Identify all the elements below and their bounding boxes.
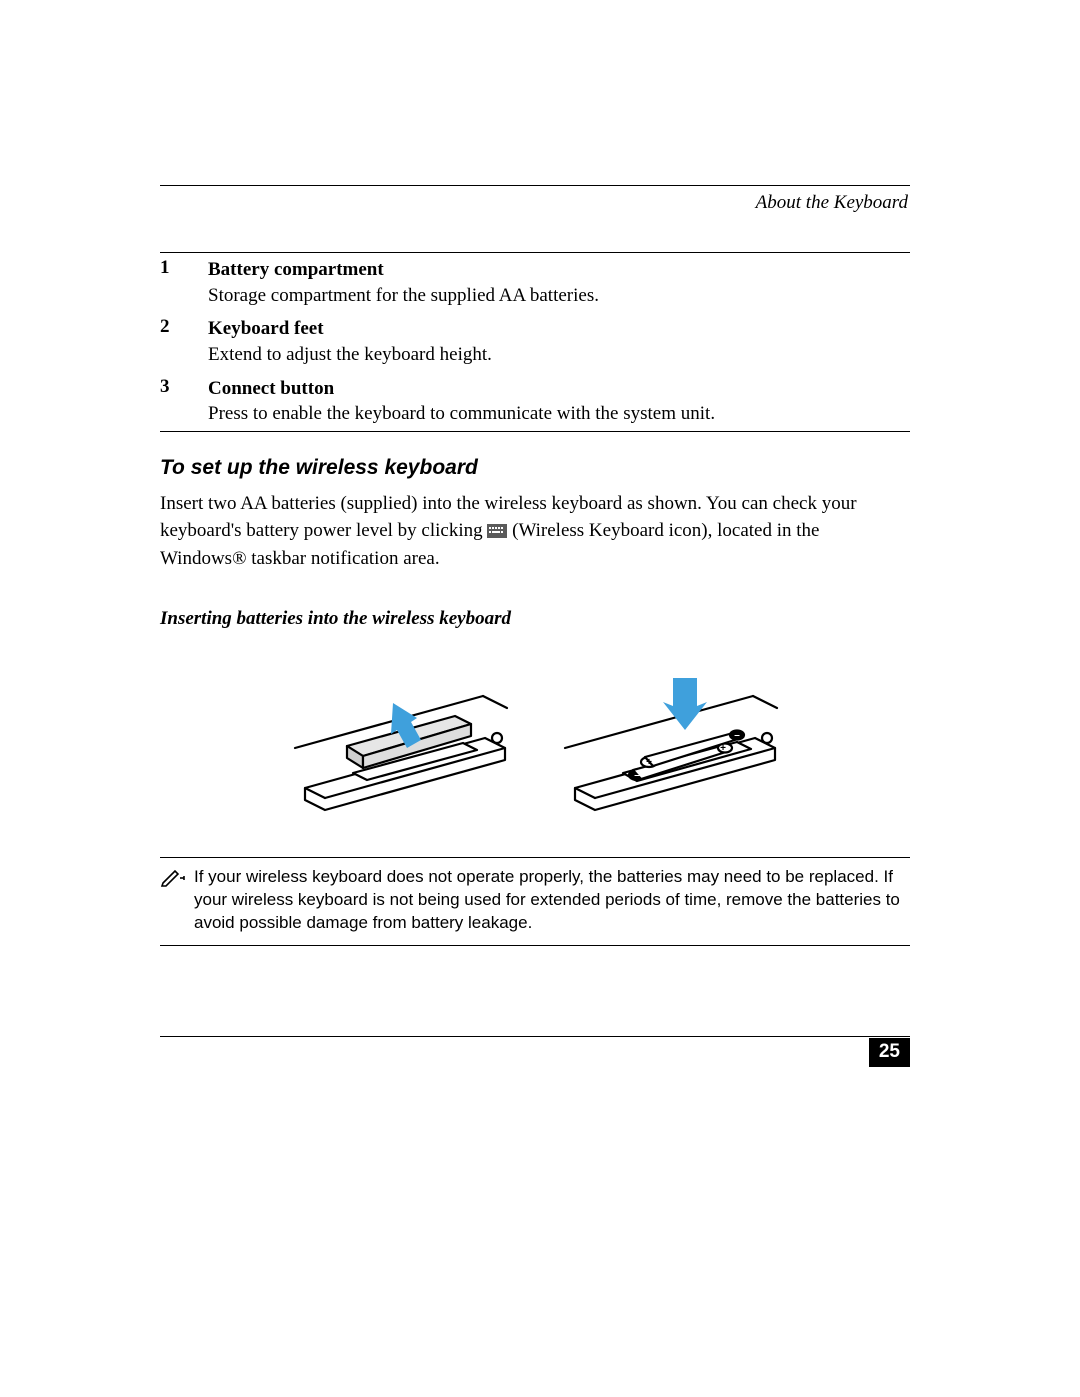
def-number: 2 [160, 312, 208, 371]
page-root: About the Keyboard 1 Battery compartment… [0, 0, 1080, 1397]
page-footer: 25 [160, 1036, 910, 1067]
def-body: Keyboard feet Extend to adjust the keybo… [208, 312, 910, 371]
def-term: Keyboard feet [208, 316, 910, 342]
top-rule [160, 185, 910, 186]
body-paragraph: Insert two AA batteries (supplied) into … [160, 490, 910, 573]
note-text: If your wireless keyboard does not opera… [194, 866, 910, 935]
def-desc: Press to enable the keyboard to communic… [208, 401, 910, 427]
note-box: If your wireless keyboard does not opera… [160, 857, 910, 946]
svg-text:–: – [634, 770, 640, 781]
table-row: 3 Connect button Press to enable the key… [160, 372, 910, 432]
def-body: Battery compartment Storage compartment … [208, 253, 910, 313]
svg-text:+: + [646, 757, 652, 768]
note-pencil-icon [160, 866, 194, 893]
battery-insert-diagram: + – + – [275, 648, 795, 818]
svg-text:–: – [734, 730, 740, 741]
def-body: Connect button Press to enable the keybo… [208, 372, 910, 432]
page-number: 25 [869, 1038, 910, 1067]
footer-rule [160, 1036, 910, 1037]
def-term: Connect button [208, 376, 910, 402]
note-inner: If your wireless keyboard does not opera… [160, 866, 910, 935]
section-heading: To set up the wireless keyboard [160, 456, 910, 480]
def-desc: Storage compartment for the supplied AA … [208, 283, 910, 309]
figure-diagram: + – + – [160, 644, 910, 851]
def-term: Battery compartment [208, 257, 910, 283]
def-number: 1 [160, 253, 208, 313]
table-row: 1 Battery compartment Storage compartmen… [160, 253, 910, 313]
def-desc: Extend to adjust the keyboard height. [208, 342, 910, 368]
definitions-table: 1 Battery compartment Storage compartmen… [160, 252, 910, 432]
def-number: 3 [160, 372, 208, 432]
figure-caption: Inserting batteries into the wireless ke… [160, 608, 910, 630]
running-header: About the Keyboard [160, 192, 910, 214]
table-row: 2 Keyboard feet Extend to adjust the key… [160, 312, 910, 371]
wireless-keyboard-icon [487, 519, 507, 533]
